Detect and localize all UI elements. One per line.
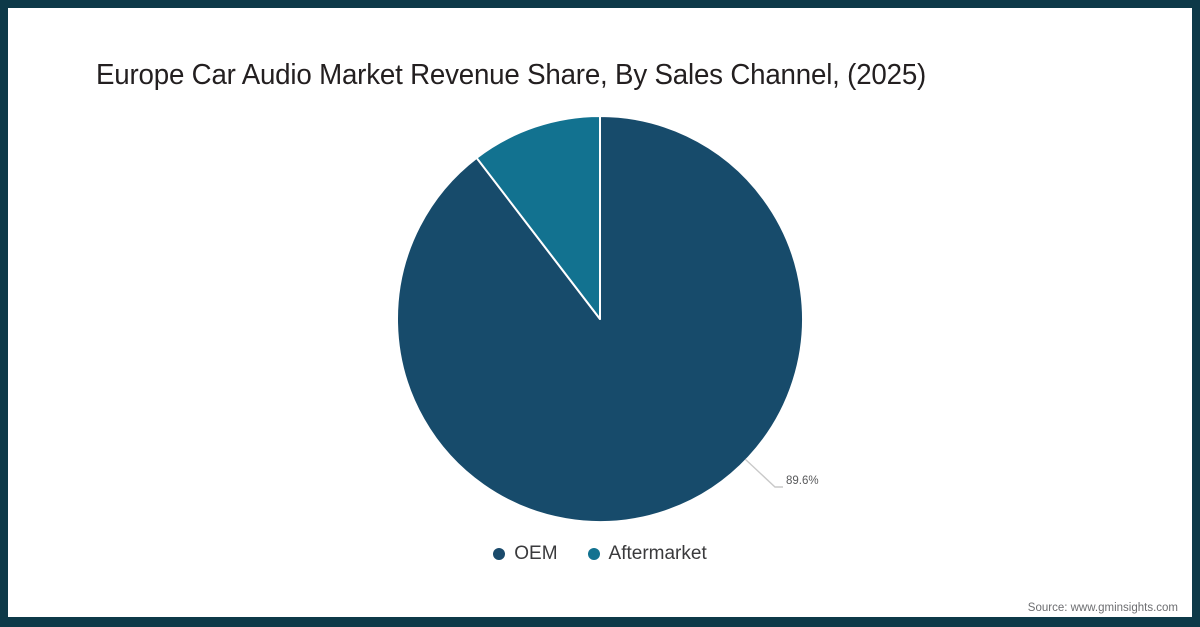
frame-border-bottom xyxy=(0,617,1200,627)
frame-border-right xyxy=(1192,0,1200,627)
source-attribution: Source: www.gminsights.com xyxy=(1027,602,1178,614)
legend-marker-aftermarket-icon xyxy=(587,548,600,560)
label-leader-line xyxy=(744,458,783,488)
legend-item-oem[interactable]: OEM xyxy=(493,543,558,565)
chart-title: Europe Car Audio Market Revenue Share, B… xyxy=(96,59,927,91)
legend-marker-oem-icon xyxy=(493,548,506,560)
legend-item-aftermarket[interactable]: Aftermarket xyxy=(587,543,707,565)
frame-border-top xyxy=(0,0,1200,8)
frame-border-left xyxy=(0,0,8,627)
pie-slice-oem[interactable] xyxy=(396,115,804,523)
label-leader-line-group xyxy=(744,458,783,488)
slice-data-label-oem: 89.6% xyxy=(786,475,819,487)
pie-slice-group xyxy=(396,115,804,523)
legend-label-aftermarket: Aftermarket xyxy=(608,543,707,564)
pie-slice-aftermarket[interactable] xyxy=(475,115,601,320)
chart-legend: OEM Aftermarket xyxy=(0,543,1200,565)
legend-label-oem: OEM xyxy=(514,543,558,564)
